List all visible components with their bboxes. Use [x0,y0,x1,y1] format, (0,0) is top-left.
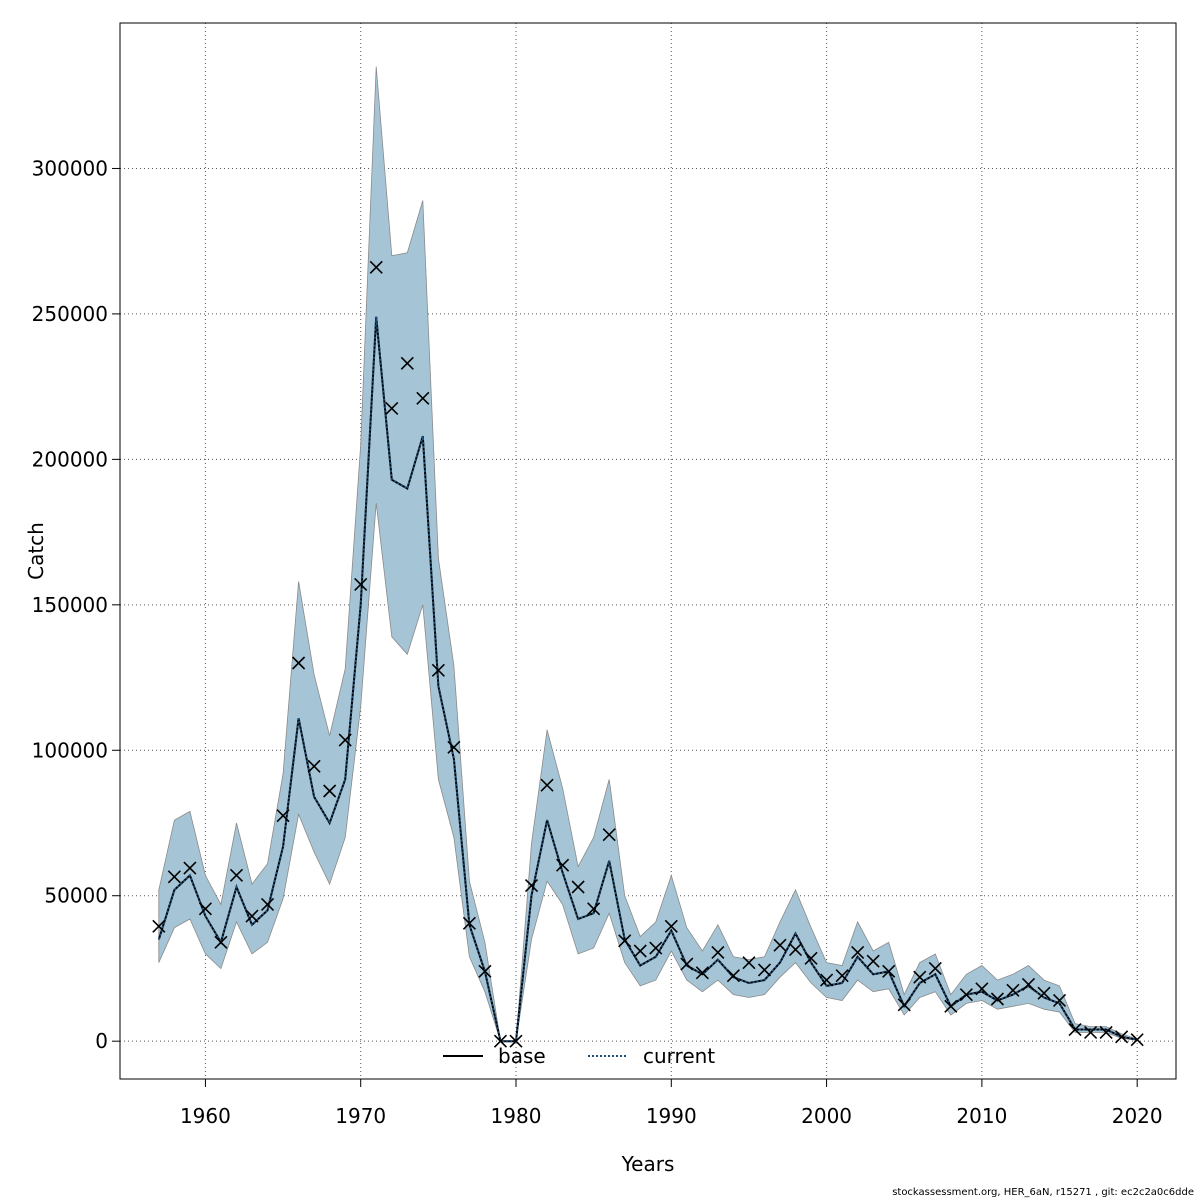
x-tick-label: 2010 [956,1104,1007,1128]
observed-point [851,945,865,960]
x-tick-label: 2000 [801,1104,852,1128]
observed-point [198,902,212,916]
series-line-current [157,316,1138,1043]
y-tick-label: 250000 [32,302,108,326]
observed-point [804,951,818,965]
observed-point [820,973,834,987]
observed-point [167,870,181,884]
observed-point [183,861,197,875]
observed-point [788,942,803,957]
observed-point [214,935,228,949]
observed-point [882,964,896,978]
x-tick-label: 1990 [646,1104,697,1128]
legend: base current [443,1044,715,1068]
observed-point [385,401,399,416]
x-tick-label: 1960 [180,1104,231,1128]
observed-point [447,740,461,754]
observed-point [587,902,601,916]
observed-point [400,356,414,370]
observed-point [1130,1033,1144,1047]
grid [120,23,1176,1079]
observed-point [695,966,709,980]
legend-base-label: base [498,1044,546,1068]
observed-point [1099,1025,1113,1040]
observed-point [245,909,259,923]
observed-point [1068,1022,1082,1037]
observed-point [928,961,942,976]
observed-point [1052,993,1067,1008]
y-tick-label: 300000 [32,156,108,180]
observed-point [835,969,849,983]
observed-point [1115,1030,1129,1044]
observed-point [292,656,306,670]
observed-point [509,1034,523,1048]
series-lines [157,316,1138,1043]
observed-point [866,954,880,968]
observed-point [323,784,337,798]
x-axis: 1960 1970 1980 1990 2000 2010 2020 [180,1078,1163,1128]
observed-point [276,809,290,823]
observed-point [556,858,570,872]
footer-credit: stockassessment.org, HER_6aN, r15271 , g… [892,1187,1194,1198]
observed-point [462,916,476,930]
observed-point [540,778,554,792]
plot-frame [119,22,1177,1080]
observed-point [711,945,725,960]
y-tick-label: 100000 [32,738,108,762]
observed-point [726,969,740,983]
observed-point [260,897,275,912]
observed-point [990,992,1004,1006]
observed-point [571,880,585,894]
observed-point [431,663,445,677]
observed-point [959,988,973,1002]
observed-point [478,964,492,978]
y-axis-label: Catch [24,522,48,580]
observed-point [944,999,958,1013]
x-tick-label: 1980 [491,1104,542,1128]
observed-point [1006,983,1020,997]
observed-point [618,934,632,948]
legend-current-label: current [643,1044,715,1068]
observed-point [1037,986,1051,1000]
x-tick-label: 1970 [335,1104,386,1128]
observed-point [524,878,539,893]
observed-point [152,919,166,933]
observed-point [1021,977,1036,992]
observed-point [602,828,616,842]
observed-markers [152,260,1144,1048]
observed-point [680,957,694,971]
y-axis: 0 50000 100000 150000 200000 250000 300000 [32,156,121,1053]
y-tick-label: 200000 [32,447,108,471]
observed-point [757,963,772,977]
x-tick-label: 2020 [1112,1104,1163,1128]
y-tick-label: 150000 [32,593,108,617]
observed-point [773,938,787,952]
observed-point [416,391,430,405]
observed-point [369,260,383,274]
y-tick-label: 0 [95,1029,108,1053]
observed-point [338,733,352,747]
observed-point [975,982,989,996]
confidence-band [158,66,1138,1042]
observed-point [649,941,663,955]
observed-point [897,998,911,1012]
observed-point [1084,1025,1098,1040]
observed-point [742,956,756,970]
observed-point [493,1034,508,1048]
observed-point [307,759,321,773]
confidence-band-area [158,66,1138,1042]
observed-point [633,944,647,958]
observed-point [229,868,244,882]
observed-point [354,577,368,592]
observed-point [913,970,927,984]
x-axis-label: Years [621,1152,675,1176]
y-tick-label: 50000 [44,884,108,908]
observed-point [664,919,678,933]
